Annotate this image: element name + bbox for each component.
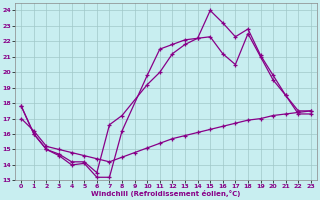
X-axis label: Windchill (Refroidissement éolien,°C): Windchill (Refroidissement éolien,°C) [92,190,241,197]
